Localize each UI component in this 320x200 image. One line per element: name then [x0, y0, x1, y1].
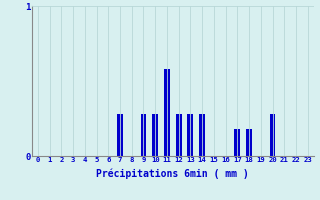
- Bar: [199, 114, 205, 156]
- Bar: [152, 114, 158, 156]
- Bar: [235, 129, 240, 156]
- X-axis label: Précipitations 6min ( mm ): Précipitations 6min ( mm ): [96, 169, 249, 179]
- Bar: [140, 114, 147, 156]
- Bar: [188, 114, 193, 156]
- Bar: [164, 69, 170, 156]
- Bar: [246, 129, 252, 156]
- Bar: [270, 114, 276, 156]
- Bar: [117, 114, 123, 156]
- Bar: [176, 114, 182, 156]
